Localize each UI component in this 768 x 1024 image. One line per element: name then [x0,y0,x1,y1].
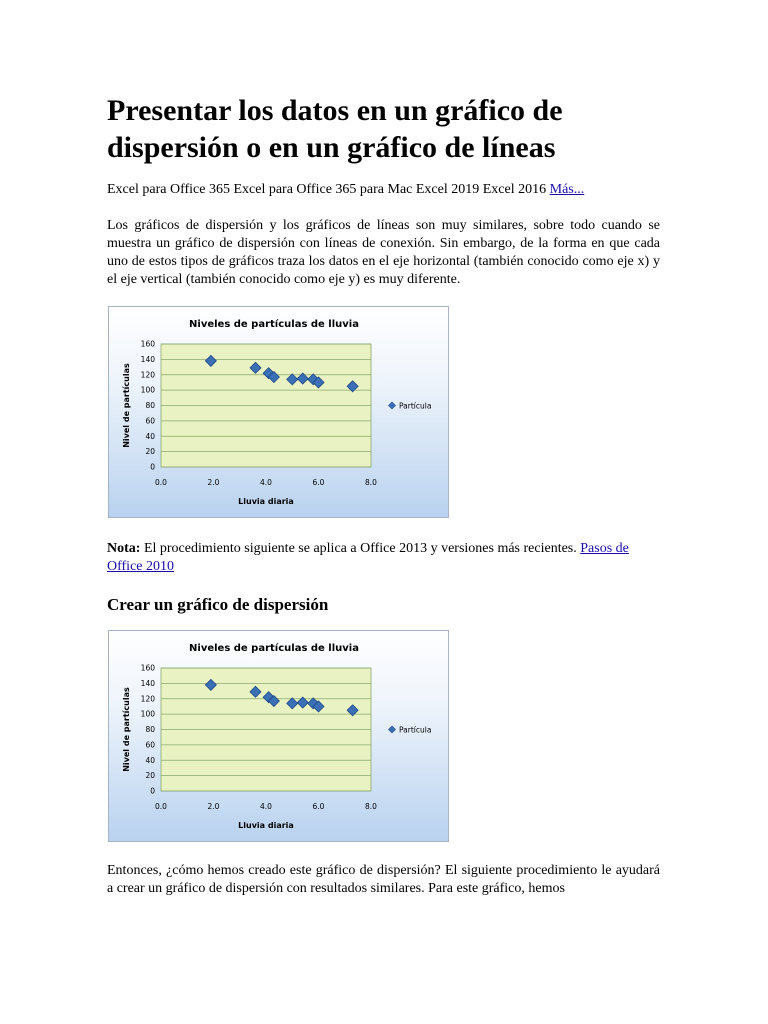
closing-paragraph: Entonces, ¿cómo hemos creado este gráfic… [107,863,660,896]
note-label: Nota: [107,541,141,556]
data-point [312,700,325,713]
chart-title: Niveles de partículas de lluvia [189,642,359,654]
y-tick-label: 60 [145,740,155,749]
y-tick-label: 60 [145,416,155,425]
y-tick-label: 40 [145,432,155,441]
y-tick-label: 20 [145,447,155,456]
legend-label: Partícula [399,402,431,411]
x-tick-label: 4.0 [260,802,272,811]
x-tick-label: 8.0 [365,802,377,811]
data-point [346,380,359,393]
y-tick-label: 160 [141,664,156,673]
data-point [296,696,309,709]
data-point [312,376,325,389]
y-tick-label: 120 [141,694,156,703]
legend-marker [388,725,396,734]
data-point [204,354,217,367]
y-tick-label: 100 [141,386,156,395]
chart-svg: 0 20 40 60 80 100 120 140 160 0.0 2.0 4.0 6.0 8.0 Nive… [122,642,431,830]
y-tick-label: 20 [145,771,155,780]
legend-label: Partícula [399,726,431,735]
data-point [296,372,309,385]
chart-title: Niveles de partículas de lluvia [189,318,359,330]
scatter-chart-1: 0 20 40 60 80 100 120 140 160 0.0 2.0 4.0 6.0 8.0 Nive… [108,306,449,518]
data-point [204,678,217,691]
chart-svg: 0 20 40 60 80 100 120 140 160 0.0 2.0 4.0 6.0 8.0 Nive… [122,318,431,506]
x-axis-label: Lluvia diaria [238,497,294,506]
legend-marker [388,401,396,410]
x-tick-label: 4.0 [260,478,272,487]
data-point [249,361,262,374]
note-paragraph: Nota: El procedimiento siguiente se apli… [107,540,660,576]
y-tick-label: 140 [141,679,156,688]
y-tick-label: 0 [150,463,155,472]
page-title: Presentar los datos en un gráfico de dis… [107,94,563,164]
y-tick-label: 120 [141,370,156,379]
y-tick-label: 0 [150,787,155,796]
x-tick-label: 0.0 [155,478,167,487]
y-axis-label: Nivel de partículas [122,687,131,772]
scatter-chart-2: 0 20 40 60 80 100 120 140 160 0.0 2.0 4.0 6.0 8.0 Nive… [108,630,449,842]
intro-paragraph: Los gráficos de dispersión y los gráfico… [107,218,660,287]
data-point [249,685,262,698]
data-point [286,697,299,710]
x-axis-label: Lluvia diaria [238,821,294,830]
y-tick-label: 160 [141,340,156,349]
x-tick-label: 2.0 [208,478,220,487]
y-tick-label: 80 [145,725,155,734]
section-heading: Crear un gráfico de dispersión [107,595,329,614]
x-tick-label: 6.0 [313,478,325,487]
applies-to-line: Excel para Office 365 Excel para Office … [107,181,667,199]
y-tick-label: 140 [141,355,156,364]
data-point [346,704,359,717]
y-tick-label: 80 [145,401,155,410]
data-point [267,694,280,708]
y-tick-label: 100 [141,710,156,719]
y-axis-label: Nivel de partículas [122,363,131,448]
y-tick-label: 40 [145,756,155,765]
x-tick-label: 8.0 [365,478,377,487]
note-text: El procedimiento siguiente se aplica a O… [143,541,577,556]
applies-to-text: Excel para Office 365 Excel para Office … [107,182,547,197]
x-tick-label: 6.0 [313,802,325,811]
office-2010-steps-link[interactable]: Pasos de Office 2010 [107,541,629,574]
data-point [286,373,299,386]
data-point [267,370,280,384]
x-tick-label: 2.0 [208,802,220,811]
x-tick-label: 0.0 [155,802,167,811]
more-link[interactable]: Más... [549,182,585,197]
